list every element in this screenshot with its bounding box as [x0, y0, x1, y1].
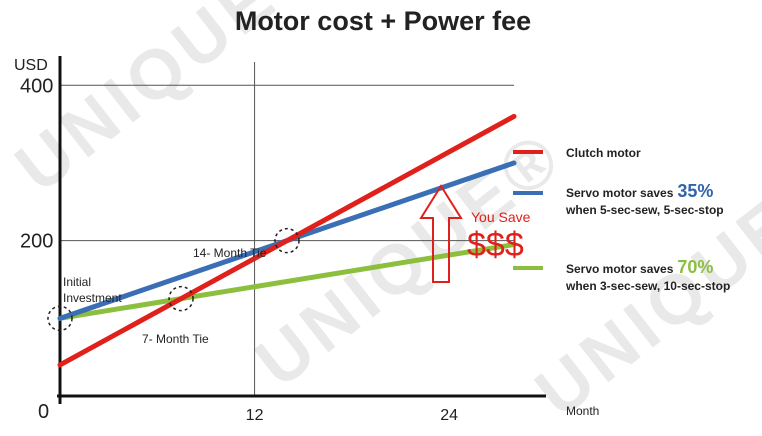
y-tick-label: 400	[20, 75, 53, 97]
legend: Clutch motor Servo motor saves 35% when 5…	[513, 146, 730, 293]
legend-label-servo-35: Servo motor saves 35%	[566, 181, 713, 201]
chart-title: Motor cost + Power fee	[235, 6, 531, 36]
legend-sub-servo-35: when 5-sec-sew, 5-sec-stop	[565, 203, 724, 217]
legend-sub-servo-70: when 3-sec-sew, 10-sec-stop	[565, 279, 730, 293]
series-line-0	[57, 113, 517, 368]
up-arrow-icon	[419, 184, 463, 283]
origin-tick-label: 0	[38, 401, 49, 423]
tie-14-month-label: 14- Month Tie	[193, 246, 267, 260]
tie-markers	[47, 227, 300, 332]
series-line-2	[57, 242, 517, 321]
tick-labels: 200 400 0 12 24	[20, 75, 458, 424]
x-tick-label: 12	[246, 407, 264, 424]
x-tick-label: 24	[440, 407, 458, 424]
legend-label-servo-70: Servo motor saves 70%	[566, 257, 713, 277]
legend-label-servo-35-main: Servo motor saves	[566, 186, 674, 200]
tie-marker-0	[47, 305, 73, 332]
legend-pct-70: 70%	[677, 257, 713, 277]
axes	[57, 56, 546, 404]
watermark-logo: UNIQUE®	[241, 115, 577, 402]
tie-7-month-label: 7- Month Tie	[142, 332, 209, 346]
legend-label-clutch: Clutch motor	[566, 146, 641, 160]
tie-marker-1	[168, 285, 194, 312]
legend-pct-35: 35%	[677, 181, 713, 201]
savings-arrow: You Save $$$	[419, 184, 531, 283]
legend-label-servo-70-main: Servo motor saves	[566, 262, 674, 276]
you-save-label: You Save	[471, 209, 531, 225]
tie-marker-2	[274, 227, 300, 254]
initial-investment-label-line1: Initial	[63, 275, 91, 289]
y-axis-label: USD	[14, 57, 48, 74]
dollar-signs-label: $$$	[467, 226, 524, 264]
x-axis-label: Month	[566, 404, 599, 418]
y-tick-label: 200	[20, 231, 53, 253]
initial-investment-label-line2: Investment	[63, 291, 122, 305]
